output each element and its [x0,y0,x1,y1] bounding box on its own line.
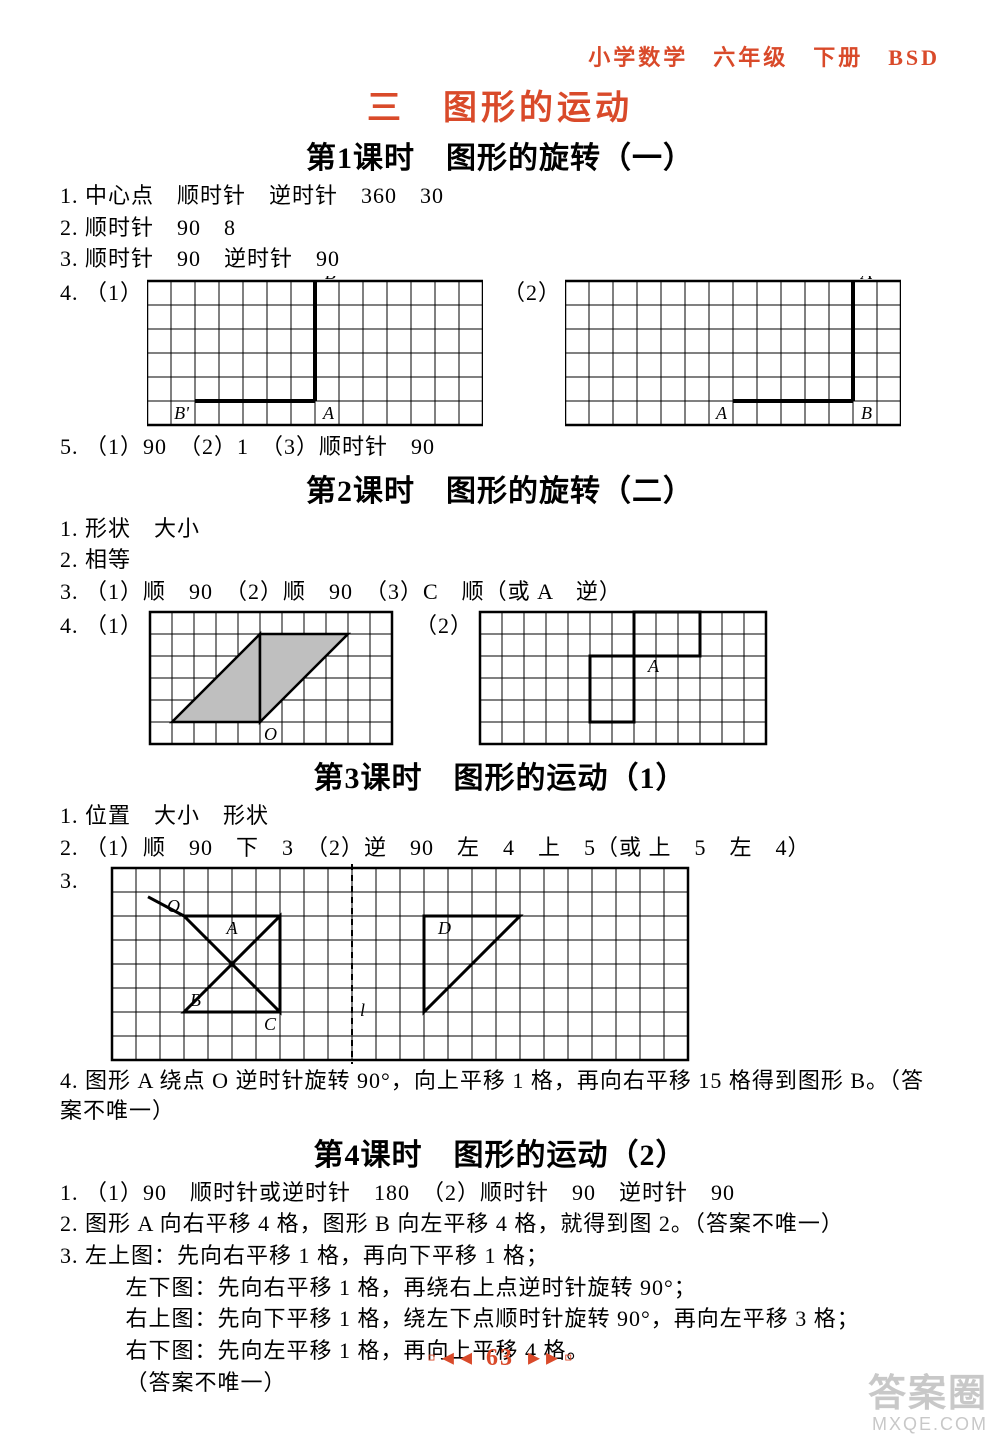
l2-a3: 3. （1）顺 90 （2）顺 90 （3）C 顺（或 A 逆） [60,577,940,607]
watermark: 答案圈 MXQE.COM [868,1375,988,1434]
page-footer: ▫ ◂ ◂ 63 ▸ ▸ ▫ [0,1343,1000,1372]
l3-grid: O A D B Cl [110,864,690,1064]
svg-text:A: A [322,403,335,423]
svg-text:B: B [190,990,201,1010]
svg-text:O: O [167,896,180,916]
l3-a2: 2. （1）顺 90 下 3 （2）逆 90 左 4 上 5（或 上 5 左 4… [60,833,940,863]
svg-text:B: B [861,403,872,423]
l1-q4-right-label: （2） [503,278,561,308]
l4-a2: 2. 图形 A 向右平移 4 格，图形 B 向左平移 4 格，就得到图 2。（答… [60,1209,940,1239]
l1-a2: 2. 顺时针 90 8 [60,213,940,243]
svg-text:C: C [264,1014,277,1034]
svg-text:A': A' [860,276,877,283]
l4-a3: 3. 左上图：先向右平移 1 格，再向下平移 1 格； [60,1241,940,1271]
l3-a1: 1. 位置 大小 形状 [60,801,940,831]
svg-text:A: A [647,656,660,676]
l2-q4-right-label: （2） [415,611,473,641]
svg-text:A: A [715,403,728,423]
svg-text:B: B [325,276,336,283]
l2-a2: 2. 相等 [60,545,940,575]
footer-arrow-left-icon: ▫ ◂ ◂ [427,1345,472,1371]
page-number: 63 [486,1345,514,1371]
svg-text:D: D [437,918,451,938]
l2-gridA: O [147,609,395,749]
l1-a3: 3. 顺时针 90 逆时针 90 [60,244,940,274]
l4-a4: 左下图：先向右平移 1 格，再绕右上点逆时针旋转 90°； [60,1273,940,1303]
l4-a5: 右上图：先向下平移 1 格，绕左下点顺时针旋转 90°，再向左平移 3 格； [60,1304,940,1334]
lesson2-title: 第2课时 图形的旋转（二） [60,466,940,510]
l4-a7: （答案不唯一） [60,1368,940,1398]
svg-text:B': B' [174,403,190,423]
chapter-title: 三 图形的运动 [60,80,940,129]
watermark-bottom: MXQE.COM [868,1415,988,1434]
l4-a1: 1. （1）90 顺时针或逆时针 180 （2）顺时针 90 逆时针 90 [60,1178,940,1208]
l1-grid1: B A B' [147,276,483,430]
l2-a1: 1. 形状 大小 [60,514,940,544]
l1-q4-left-label: 4. （1） [60,278,143,308]
l1-a1: 1. 中心点 顺时针 逆时针 360 30 [60,181,940,211]
watermark-top: 答案圈 [868,1375,988,1415]
lesson4-title: 第4课时 图形的运动（2） [60,1130,940,1174]
l2-q4-left-label: 4. （1） [60,611,143,641]
l2-gridB: A [477,609,769,749]
svg-text:O: O [264,724,277,744]
lesson1-title: 第1课时 图形的旋转（一） [60,133,940,177]
l3-q3-label: 3. [60,866,90,896]
l1-a5: 5. （1）90 （2）1 （3）顺时针 90 [60,432,940,462]
svg-text:l: l [360,1000,365,1020]
footer-arrow-right-icon: ▸ ▸ ▫ [528,1345,573,1371]
l3-a4: 4. 图形 A 绕点 O 逆时针旋转 90°，向上平移 1 格，再向右平移 15… [60,1066,940,1125]
header-subject: 小学数学 六年级 下册 BSD [60,40,940,72]
l1-grid2: A' B A [565,276,901,430]
svg-text:A: A [226,918,239,938]
lesson3-title: 第3课时 图形的运动（1） [60,753,940,797]
